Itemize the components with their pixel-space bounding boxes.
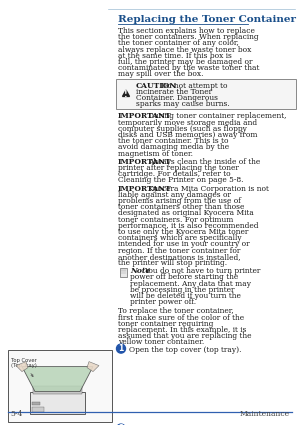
- Bar: [32, 407, 44, 411]
- Text: Note: Note: [130, 267, 150, 275]
- Text: another destinations is installed,: another destinations is installed,: [118, 253, 241, 261]
- Text: disks and USB memories) away from: disks and USB memories) away from: [118, 131, 257, 139]
- Bar: [32, 402, 40, 405]
- Text: liable against any damages or: liable against any damages or: [118, 191, 231, 199]
- Text: IMPORTANT: IMPORTANT: [118, 184, 172, 193]
- Text: always replace the waste toner box: always replace the waste toner box: [118, 45, 251, 54]
- Text: at the same time. If this box is: at the same time. If this box is: [118, 52, 232, 60]
- Text: replacement. In this example, it is: replacement. In this example, it is: [118, 326, 246, 334]
- Text: assumed that you are replacing the: assumed that you are replacing the: [118, 332, 251, 340]
- Text: replacement. Any data that may: replacement. Any data that may: [130, 280, 251, 288]
- Text: toner containers. For optimum: toner containers. For optimum: [118, 215, 233, 224]
- Text: performance, it is also recommended: performance, it is also recommended: [118, 222, 259, 230]
- Text: the toner container. This is to: the toner container. This is to: [118, 137, 229, 145]
- Text: may spill over the box.: may spill over the box.: [118, 71, 203, 78]
- Text: problems arising from the use of: problems arising from the use of: [118, 197, 241, 205]
- Text: the printer will stop printing.: the printer will stop printing.: [118, 259, 227, 267]
- Text: Do not attempt to: Do not attempt to: [161, 82, 227, 90]
- Text: Maintenance: Maintenance: [240, 410, 290, 418]
- Circle shape: [116, 344, 125, 353]
- Bar: [8, 350, 112, 422]
- Text: IMPORTANT: IMPORTANT: [118, 112, 172, 120]
- Text: 1: 1: [118, 344, 124, 353]
- Text: 5-4: 5-4: [10, 410, 22, 418]
- Text: full, the printer may be damaged or: full, the printer may be damaged or: [118, 58, 253, 66]
- Text: contaminated by the waste toner that: contaminated by the waste toner that: [118, 64, 260, 72]
- Text: sparks may cause burns.: sparks may cause burns.: [136, 100, 230, 108]
- Text: temporarily move storage media and: temporarily move storage media and: [118, 119, 257, 127]
- Text: !: !: [124, 90, 128, 99]
- Text: To replace the toner container,: To replace the toner container,: [118, 307, 234, 315]
- Text: CAUTION: CAUTION: [136, 82, 177, 90]
- Text: Kyocera Mita Corporation is not: Kyocera Mita Corporation is not: [148, 184, 268, 193]
- Text: cartridge. For details, refer to: cartridge. For details, refer to: [118, 170, 231, 178]
- Text: magnetism of toner.: magnetism of toner.: [118, 150, 193, 158]
- Text: first make sure of the color of the: first make sure of the color of the: [118, 314, 244, 322]
- Text: toner containers other than those: toner containers other than those: [118, 203, 244, 211]
- Text: IMPORTANT: IMPORTANT: [118, 158, 172, 166]
- Text: Top Cover
(Top Tray): Top Cover (Top Tray): [11, 357, 37, 377]
- Text: will be deleted if you turn the: will be deleted if you turn the: [130, 292, 241, 300]
- Text: designated as original Kyocera Mita: designated as original Kyocera Mita: [118, 210, 254, 218]
- Text: printer power off.: printer power off.: [130, 298, 196, 306]
- Bar: [119, 268, 127, 277]
- Polygon shape: [87, 362, 99, 371]
- Text: the toner containers. When replacing: the toner containers. When replacing: [118, 33, 259, 41]
- Text: toner container requiring: toner container requiring: [118, 320, 213, 328]
- Polygon shape: [122, 90, 130, 96]
- Text: be processing in the printer: be processing in the printer: [130, 286, 235, 294]
- Bar: [30, 391, 85, 414]
- Text: computer supplies (such as floppy: computer supplies (such as floppy: [118, 125, 247, 133]
- Text: to use only the Kyocera Mita toner: to use only the Kyocera Mita toner: [118, 228, 248, 236]
- Text: Open the top cover (top tray).: Open the top cover (top tray).: [129, 346, 242, 354]
- Polygon shape: [22, 367, 93, 391]
- Text: 2: 2: [118, 424, 124, 425]
- Text: You do not have to turn printer: You do not have to turn printer: [144, 267, 260, 275]
- Text: During toner container replacement,: During toner container replacement,: [148, 112, 286, 120]
- Text: Always clean the inside of the: Always clean the inside of the: [148, 158, 260, 166]
- Circle shape: [116, 424, 125, 425]
- Text: Cleaning the Printer on page 5-8.: Cleaning the Printer on page 5-8.: [118, 176, 244, 184]
- Text: avoid damaging media by the: avoid damaging media by the: [118, 143, 229, 151]
- Text: power off before starting the: power off before starting the: [130, 273, 238, 281]
- Text: Container. Dangerous: Container. Dangerous: [136, 94, 218, 102]
- Text: incinerate the Toner: incinerate the Toner: [136, 88, 212, 96]
- Text: containers which are specifically: containers which are specifically: [118, 234, 242, 242]
- Text: This section explains how to replace: This section explains how to replace: [118, 27, 255, 35]
- Text: intended for use in your country or: intended for use in your country or: [118, 241, 250, 248]
- Text: the toner container of any color,: the toner container of any color,: [118, 40, 239, 48]
- Bar: [116, 79, 296, 109]
- Bar: [33, 385, 82, 394]
- Text: printer after replacing the toner: printer after replacing the toner: [118, 164, 239, 172]
- Text: yellow toner container.: yellow toner container.: [118, 338, 204, 346]
- Text: Replacing the Toner Container: Replacing the Toner Container: [118, 15, 296, 24]
- Polygon shape: [16, 362, 28, 371]
- Text: region. If the toner container for: region. If the toner container for: [118, 246, 240, 255]
